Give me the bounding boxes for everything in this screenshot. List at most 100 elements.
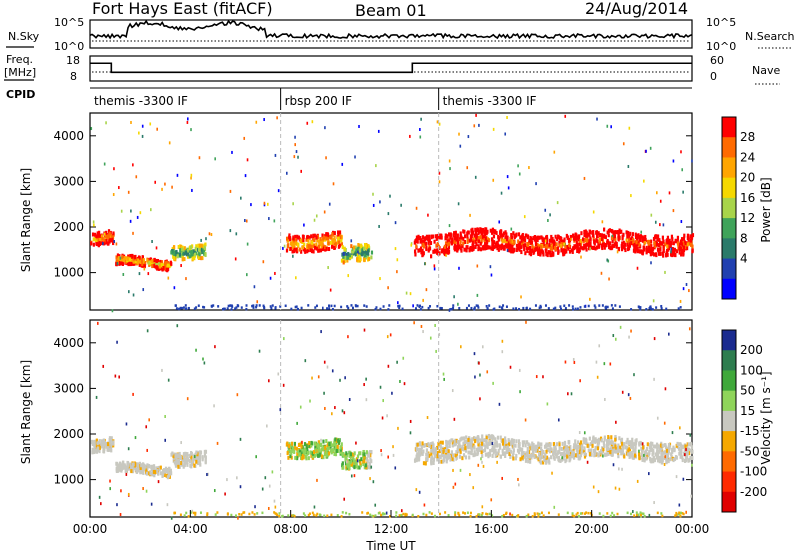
data-cell (420, 447, 423, 452)
data-cell (690, 445, 694, 450)
data-cell (559, 452, 562, 457)
data-cell (302, 238, 305, 243)
data-cell (631, 454, 634, 459)
data-cell (102, 438, 105, 443)
data-cell (152, 263, 155, 268)
nave-tick-bottom: 0 (710, 70, 717, 83)
data-cell (418, 248, 421, 253)
data-cell (510, 227, 513, 231)
data-cell (107, 229, 111, 234)
data-cell (581, 246, 584, 251)
data-cell (685, 510, 687, 514)
data-cell (234, 257, 237, 261)
data-cell (609, 514, 612, 518)
data-cell (183, 251, 186, 256)
data-cell (609, 450, 612, 455)
data-cell (363, 454, 366, 459)
data-cell (607, 449, 610, 454)
data-cell (487, 454, 490, 459)
data-cell (505, 232, 508, 237)
data-cell (622, 142, 625, 146)
data-cell (402, 356, 405, 360)
data-cell (194, 511, 197, 515)
data-cell (444, 241, 448, 246)
data-cell (382, 512, 385, 515)
data-cell (684, 453, 686, 457)
data-cell (453, 235, 456, 240)
data-cell (248, 512, 251, 516)
data-cell (204, 455, 207, 460)
data-cell (538, 246, 541, 251)
data-cell (253, 285, 256, 289)
data-cell (489, 448, 492, 453)
data-cell (626, 242, 629, 247)
data-cell (112, 193, 115, 197)
data-cell (633, 243, 636, 248)
data-cell (595, 438, 599, 443)
data-cell (544, 208, 547, 212)
data-cell (549, 246, 552, 251)
data-cell (471, 243, 474, 248)
data-cell (469, 514, 472, 518)
data-cell (183, 463, 186, 468)
data-cell (457, 444, 460, 449)
data-cell (605, 452, 608, 457)
data-cell (542, 242, 545, 247)
data-cell (223, 307, 226, 311)
data-cell (143, 467, 146, 472)
data-cell (100, 439, 104, 444)
data-cell (445, 455, 448, 460)
data-cell (609, 241, 612, 246)
data-cell (470, 442, 473, 447)
data-cell (579, 245, 582, 250)
data-cell (653, 337, 656, 341)
data-cell (169, 260, 172, 265)
data-cell (359, 254, 361, 258)
data-cell (513, 247, 516, 252)
data-cell (535, 246, 538, 251)
data-cell (427, 236, 430, 241)
data-cell (93, 223, 95, 227)
data-cell (422, 461, 426, 466)
data-cell (681, 242, 684, 247)
data-cell (570, 449, 573, 454)
data-cell (94, 448, 97, 453)
data-cell (130, 259, 133, 264)
data-cell (681, 512, 684, 515)
data-cell (458, 132, 460, 136)
data-cell (341, 511, 344, 514)
data-cell (522, 239, 525, 244)
data-cell (597, 437, 600, 442)
data-cell (632, 248, 636, 253)
data-cell (574, 453, 577, 458)
data-cell (331, 244, 334, 249)
data-cell (226, 478, 228, 482)
data-cell (240, 513, 243, 516)
data-cell (366, 463, 369, 468)
data-cell (563, 250, 566, 255)
data-cell (123, 464, 126, 469)
data-cell (499, 445, 502, 450)
data-cell (126, 460, 129, 465)
data-cell (274, 153, 277, 157)
data-cell (614, 437, 617, 442)
data-cell (146, 329, 149, 333)
data-cell (190, 245, 193, 250)
data-cell (91, 450, 94, 455)
data-cell (473, 450, 476, 455)
data-cell (633, 442, 636, 447)
data-cell (454, 240, 457, 245)
data-cell (546, 253, 549, 258)
data-cell (295, 150, 298, 154)
data-cell (504, 440, 507, 445)
y-tick-label: 1000 (53, 473, 84, 487)
data-cell (413, 240, 416, 245)
data-cell (521, 443, 525, 448)
data-cell (398, 304, 401, 308)
y-tick-label: 4000 (53, 336, 84, 350)
data-cell (136, 215, 139, 219)
data-cell (518, 172, 521, 176)
data-cell (318, 248, 321, 253)
data-cell (428, 511, 431, 514)
